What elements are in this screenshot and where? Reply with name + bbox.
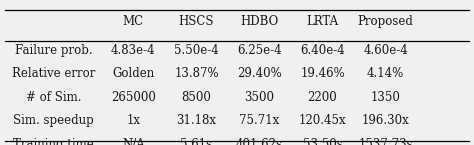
Text: 13.87%: 13.87% xyxy=(174,67,219,80)
Text: 29.40%: 29.40% xyxy=(237,67,282,80)
Text: 6.25e-4: 6.25e-4 xyxy=(237,44,282,57)
Text: 401.62s: 401.62s xyxy=(236,138,283,145)
Text: 1x: 1x xyxy=(127,114,140,127)
Text: 4.60e-4: 4.60e-4 xyxy=(363,44,408,57)
Text: 4.14%: 4.14% xyxy=(367,67,404,80)
Text: 75.71x: 75.71x xyxy=(239,114,280,127)
Text: 5.50e-4: 5.50e-4 xyxy=(174,44,219,57)
Text: 4.83e-4: 4.83e-4 xyxy=(111,44,156,57)
Text: 31.18x: 31.18x xyxy=(176,114,217,127)
Text: 196.30x: 196.30x xyxy=(362,114,410,127)
Text: 19.46%: 19.46% xyxy=(300,67,345,80)
Text: # of Sim.: # of Sim. xyxy=(26,91,81,104)
Text: 265000: 265000 xyxy=(111,91,156,104)
Text: 53.50s: 53.50s xyxy=(303,138,342,145)
Text: 6.40e-4: 6.40e-4 xyxy=(300,44,345,57)
Text: Sim. speedup: Sim. speedup xyxy=(13,114,94,127)
Text: 8500: 8500 xyxy=(182,91,211,104)
Text: Failure prob.: Failure prob. xyxy=(15,44,92,57)
Text: MC: MC xyxy=(123,14,144,28)
Text: LRTA: LRTA xyxy=(307,14,338,28)
Text: HDBO: HDBO xyxy=(240,14,279,28)
Text: 1537.73s: 1537.73s xyxy=(358,138,413,145)
Text: N/A: N/A xyxy=(122,138,145,145)
Text: Training time: Training time xyxy=(13,138,94,145)
Text: 120.45x: 120.45x xyxy=(299,114,346,127)
Text: HSCS: HSCS xyxy=(179,14,214,28)
Text: 1350: 1350 xyxy=(371,91,401,104)
Text: 2200: 2200 xyxy=(308,91,337,104)
Text: 5.61s: 5.61s xyxy=(181,138,212,145)
Text: 3500: 3500 xyxy=(245,91,274,104)
Text: Proposed: Proposed xyxy=(358,14,413,28)
Text: Golden: Golden xyxy=(112,67,155,80)
Text: Relative error: Relative error xyxy=(12,67,95,80)
